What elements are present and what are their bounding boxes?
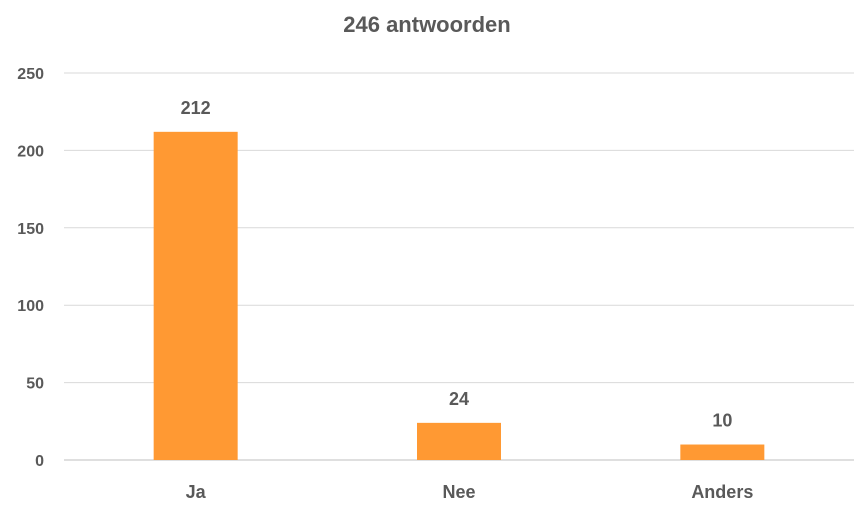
bar xyxy=(153,131,238,460)
y-tick-label: 250 xyxy=(17,66,44,83)
y-tick-label: 100 xyxy=(17,298,44,315)
data-label: 212 xyxy=(181,98,211,118)
data-label: 10 xyxy=(712,411,732,431)
x-tick-label: Ja xyxy=(186,482,207,502)
bar xyxy=(417,422,501,460)
y-tick-label: 50 xyxy=(26,376,44,393)
y-tick-label: 150 xyxy=(17,221,44,238)
y-tick-label: 0 xyxy=(35,453,44,470)
data-label: 24 xyxy=(449,389,469,409)
x-tick-label: Nee xyxy=(442,482,475,502)
bar xyxy=(680,444,765,460)
x-tick-label: Anders xyxy=(691,482,753,502)
chart-title: 246 antwoorden xyxy=(343,12,511,37)
y-tick-label: 200 xyxy=(17,143,44,160)
